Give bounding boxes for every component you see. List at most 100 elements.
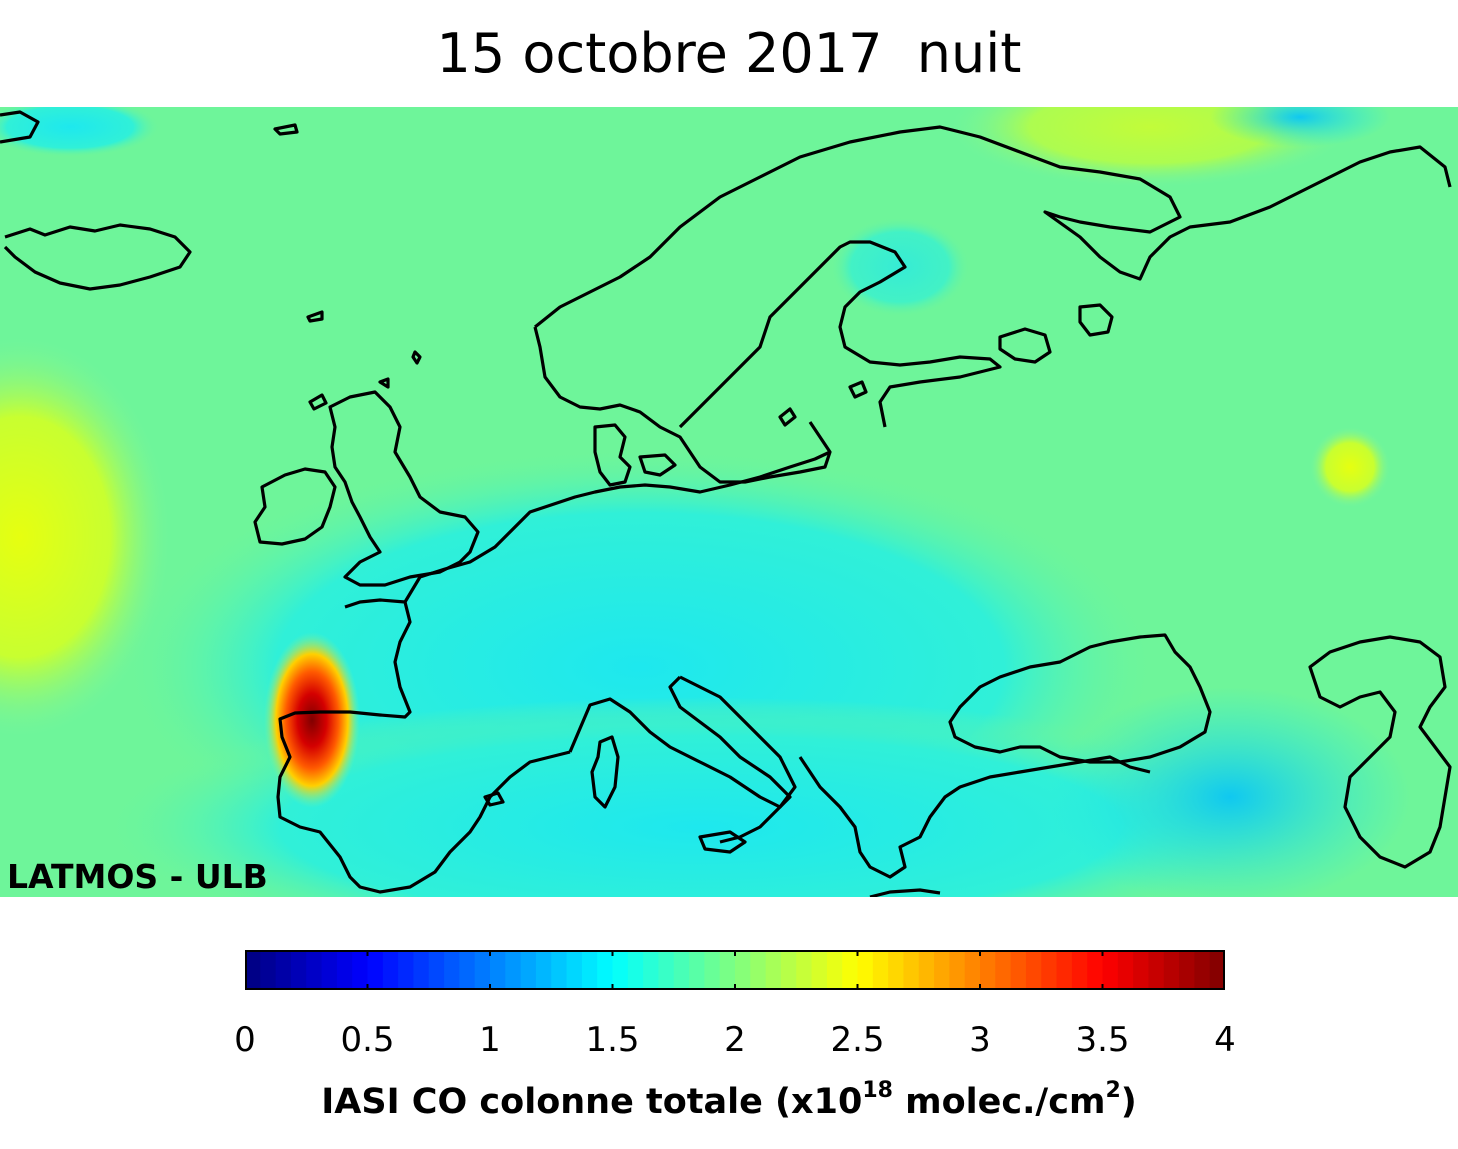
coast-orkney [378,377,390,389]
colorbar-band [413,950,430,990]
colorbar-band [857,950,874,990]
colorbar-band [918,950,935,990]
colorbar-band [1010,950,1027,990]
colorbar-band [811,950,828,990]
colorbar-band [1179,950,1195,990]
colorbar-band [490,950,506,990]
coast-sicily [698,830,747,854]
coast-italy [679,675,797,844]
colorbar-band [260,950,277,990]
colorbar-band [934,950,950,990]
colorbar-band [704,950,721,990]
colorbar-tick-label: 1 [479,1020,501,1060]
coast-island-1 [0,110,40,144]
colorbar-band [428,950,445,990]
coast-ireland [253,467,337,546]
colorbar-band [306,950,323,990]
colorbar-band [275,950,292,990]
colorbar-band [627,950,644,990]
watermark: LATMOS - ULB [7,857,268,896]
colorbar-band [459,950,476,990]
colorbar-band [1025,950,1042,990]
coast-crete [869,888,941,897]
colorbar-band [551,950,568,990]
colorbar-band [903,950,920,990]
colorbar-tick-label: 4 [1214,1020,1236,1060]
field-blacksea-low [1050,687,1410,897]
colorbar-band [872,950,889,990]
coast-continent-north [403,450,831,603]
colorbar-band [474,950,491,990]
colorbar-band [581,950,598,990]
colorbar-band [1071,950,1088,990]
colorbar-band [1087,950,1104,990]
colorbar-band [566,950,583,990]
colorbar-band [597,950,614,990]
coast-aland [848,380,868,399]
coast-island-4 [411,350,422,365]
colorbar-band [321,950,338,990]
coast-scandinavia [534,125,1452,329]
coast-france-iberia [276,598,571,894]
colorbar-title-exponent: 18 [862,1078,893,1103]
coast-sardinia [590,735,620,809]
colorbar-band [673,950,690,990]
field-northeast-low [1210,107,1390,147]
colorbar-band [826,950,843,990]
coast-iceland [3,223,192,291]
colorbar-band [780,950,797,990]
colorbar-band [949,950,966,990]
colorbar-tick-label: 1.5 [585,1020,640,1060]
colorbar-band [750,950,767,990]
colorbar-band [1056,950,1073,990]
colorbar-tick-label: 2.5 [830,1020,885,1060]
colorbar-gradient [245,950,1225,990]
colorbar-band [964,950,981,990]
colorbar-tick-label: 0.5 [340,1020,395,1060]
coast-lake [998,327,1052,364]
coast-island-3 [306,310,324,323]
coast-denmark [593,423,632,487]
colorbar-band [1133,950,1150,990]
colorbar-band [719,950,736,990]
colorbar-band [1117,950,1134,990]
colorbar-band [382,950,399,990]
colorbar-band [1148,950,1165,990]
coastlines [0,110,1452,897]
colorbar-band [398,950,415,990]
coast-sweden-gulf [678,240,1002,429]
colorbar-tick-label: 0 [234,1020,256,1060]
colorbar-band [643,950,660,990]
coast-balkans [798,755,1151,879]
colorbar-title-main: IASI CO colonne totale (x10 [321,1082,863,1122]
coast-norway-south [533,326,832,484]
colorbar-band [689,950,705,990]
coast-shetland [308,393,328,411]
colorbar-band [765,950,782,990]
colorbar-band [367,950,384,990]
coast-gotland [778,407,797,427]
colorbar-tick-label: 2 [724,1020,746,1060]
colorbar-band [980,950,996,990]
field-north-low [0,107,160,157]
coast-caspian [1308,635,1452,869]
colorbar-band [245,950,261,990]
colorbar-band [444,950,460,990]
coast-denmark-islands [638,453,677,477]
colorbar-band [796,950,813,990]
colorbar-tick-label: 3.5 [1075,1020,1130,1060]
coast-island-2 [273,123,299,136]
colorbar-band [535,950,552,990]
colorbar-band [505,950,522,990]
colorbar-band [352,950,369,990]
field-mediterranean-low [100,697,1300,897]
field-east-high [1310,427,1390,507]
colorbar [245,950,1225,990]
colorbar-band [735,950,751,990]
colorbar-title-unit: molec./cm [892,1082,1106,1122]
colorbar-band [336,950,353,990]
colorbar-band [842,950,859,990]
colorbar-tick-label: 3 [969,1020,991,1060]
colorbar-title-unit-exponent: 2 [1105,1078,1121,1103]
coast-lake-2 [1078,303,1114,337]
